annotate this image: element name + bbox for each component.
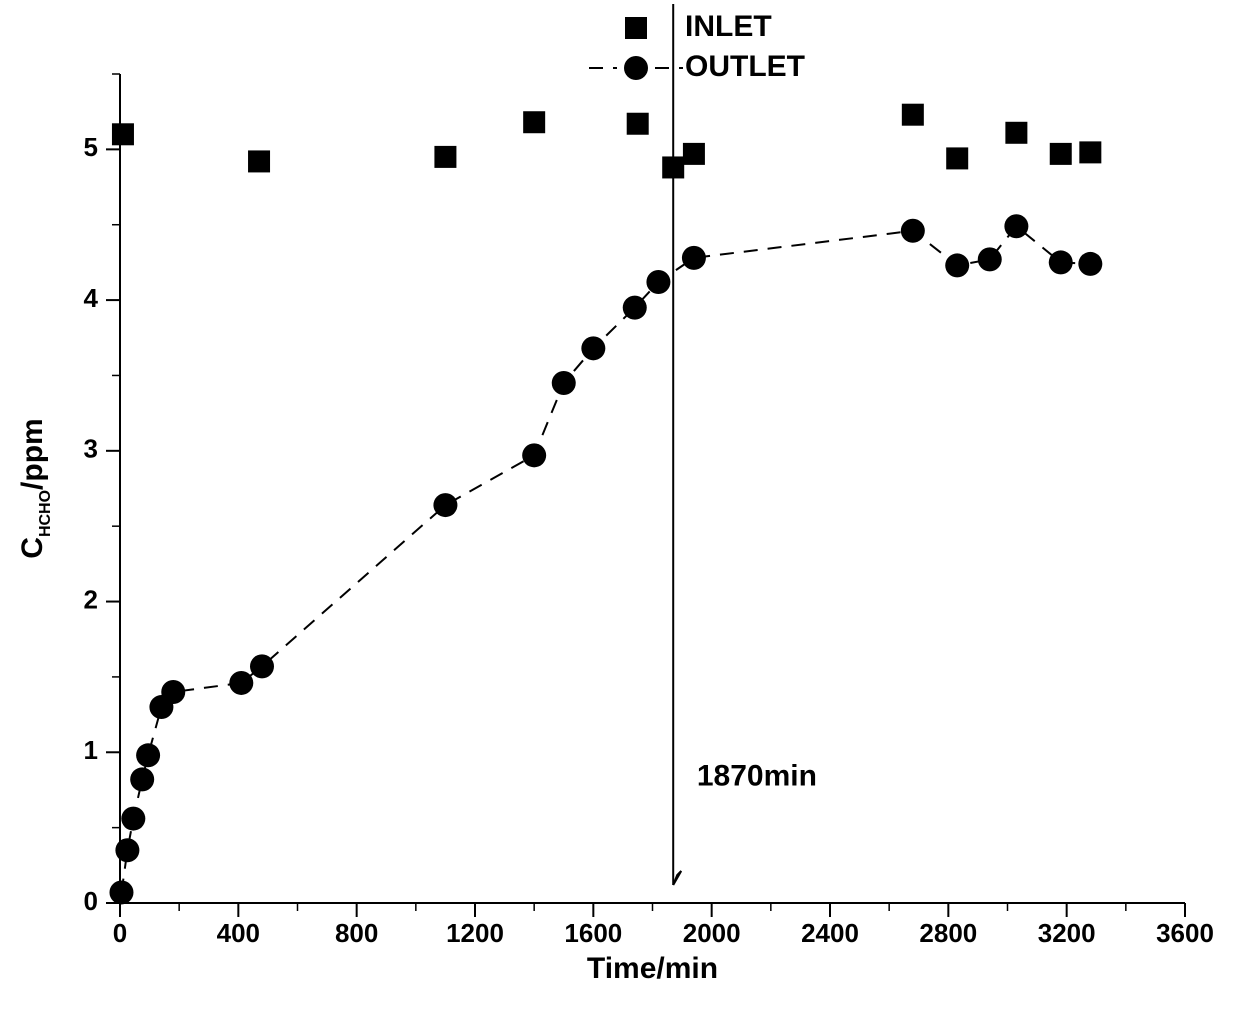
annotation-arrowhead [673, 871, 681, 885]
inlet-marker [662, 156, 684, 178]
outlet-marker [109, 880, 133, 904]
outlet-marker [229, 671, 253, 695]
y-tick-label: 4 [84, 283, 99, 313]
annotation-label: 1870min [697, 759, 817, 792]
inlet-marker [627, 113, 649, 135]
chart-container: 0 400 800 1200 1600 2000 2400 2800 3200 3600 0 1 2 3 4… [0, 0, 1237, 1033]
x-tick-label: 2400 [801, 918, 859, 948]
y-tick-label: 1 [84, 735, 98, 765]
outlet-marker [115, 838, 139, 862]
outlet-marker [1004, 214, 1028, 238]
x-tick-label: 2000 [683, 918, 741, 948]
legend-outlet-marker [624, 56, 648, 80]
legend-outlet-label: OUTLET [685, 50, 805, 83]
y-tick-label: 2 [84, 584, 98, 614]
inlet-marker [1079, 141, 1101, 163]
x-tick-label: 2800 [919, 918, 977, 948]
y-tick-label: 0 [84, 886, 98, 916]
x-tick-label: 3200 [1038, 918, 1096, 948]
y-tick-label: 3 [84, 434, 98, 464]
outlet-marker [978, 247, 1002, 271]
outlet-marker [522, 443, 546, 467]
outlet-marker [1078, 252, 1102, 276]
inlet-marker [902, 104, 924, 126]
inlet-marker [946, 147, 968, 169]
inlet-marker [112, 123, 134, 145]
outlet-marker [130, 767, 154, 791]
outlet-marker [161, 680, 185, 704]
legend: INLET OUTLET [589, 10, 805, 83]
inlet-marker [1050, 143, 1072, 165]
outlet-marker [1049, 250, 1073, 274]
outlet-marker [945, 253, 969, 277]
x-tick-label: 1200 [446, 918, 504, 948]
x-tick-label: 0 [113, 918, 127, 948]
inlet-marker [1005, 122, 1027, 144]
inlet-marker [248, 150, 270, 172]
outlet-marker [552, 371, 576, 395]
inlet-marker [523, 111, 545, 133]
outlet-marker [433, 493, 457, 517]
outlet-marker [136, 743, 160, 767]
outlet-marker [682, 246, 706, 270]
outlet-marker [623, 296, 647, 320]
outlet-marker [581, 336, 605, 360]
inlet-marker [434, 146, 456, 168]
y-tick-label: 5 [84, 132, 98, 162]
x-axis-title: Time/min [587, 952, 718, 985]
outlet-marker [121, 807, 145, 831]
outlet-marker [646, 270, 670, 294]
legend-inlet-marker [625, 17, 647, 39]
y-axis-title: CHCHO/ppm [16, 418, 54, 558]
scatter-chart: 0 400 800 1200 1600 2000 2400 2800 3200 3600 0 1 2 3 4… [0, 0, 1237, 1033]
legend-inlet-label: INLET [685, 10, 772, 43]
x-tick-label: 800 [335, 918, 378, 948]
inlet-marker [683, 143, 705, 165]
x-tick-label: 3600 [1156, 918, 1214, 948]
x-tick-label: 400 [217, 918, 260, 948]
outlet-marker [901, 219, 925, 243]
outlet-marker [250, 654, 274, 678]
x-tick-label: 1600 [564, 918, 622, 948]
outlet-line [121, 226, 1090, 892]
